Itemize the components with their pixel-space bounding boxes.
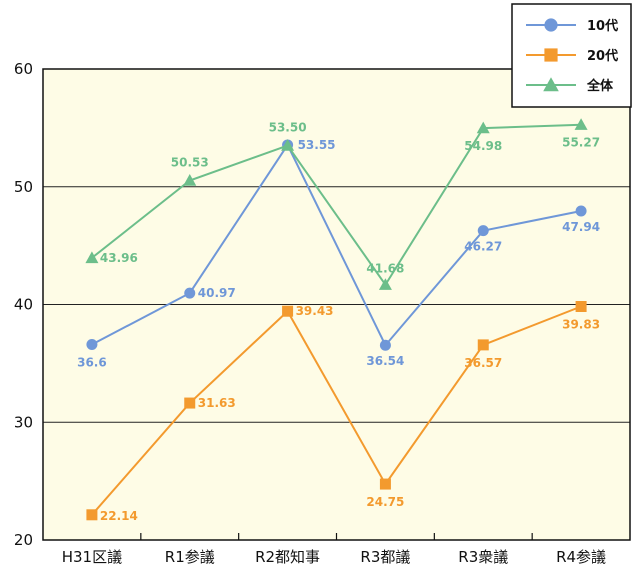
series-1-point: [184, 287, 196, 299]
x-tick-label: R2都知事: [255, 548, 320, 566]
series-2-point: [575, 301, 587, 313]
legend-label: 20代: [587, 48, 618, 64]
series-3-data-label: 41.68: [366, 262, 404, 276]
y-tick-label: 30: [14, 413, 33, 431]
series-1-point: [477, 225, 489, 237]
series-2-data-label: 39.43: [296, 304, 334, 318]
legend-label: 10代: [587, 18, 618, 34]
series-2-line: [91, 305, 582, 516]
series-3-data-label: 43.96: [100, 251, 138, 265]
series-1-point: [379, 339, 391, 351]
series-1-point: [86, 339, 98, 351]
series-2-point: [477, 339, 489, 351]
series-3-point: [281, 139, 295, 151]
x-tick-label: R3衆議: [458, 548, 508, 566]
legend-swatch-marker: [544, 18, 558, 32]
series-1-point: [575, 205, 587, 217]
series-1-line: [91, 142, 582, 348]
y-tick-label: 20: [14, 531, 33, 549]
series-1-data-label: 36.54: [366, 354, 404, 368]
series-3-point: [85, 251, 99, 264]
series-1-data-label: 36.6: [77, 356, 107, 370]
series-3-data-label: 50.53: [171, 156, 209, 170]
series-2-point: [86, 509, 98, 521]
x-tick-label: R4参議: [556, 548, 606, 566]
series-2-point: [282, 305, 294, 317]
series-2-point: [184, 397, 196, 409]
series-1-data-label: 46.27: [464, 240, 502, 254]
legend-label: 全体: [586, 78, 614, 94]
series-1-data-label: 47.94: [562, 220, 600, 234]
series-3-data-label: 53.50: [269, 121, 307, 135]
series-3-point: [183, 174, 197, 186]
series-1-data-label: 40.97: [198, 286, 236, 300]
legend-swatch-marker: [543, 77, 559, 92]
legend-swatch-marker: [544, 48, 558, 62]
series-1-data-label: 53.55: [298, 138, 336, 152]
gridlines: [43, 186, 630, 423]
series-3-point: [574, 118, 588, 130]
y-tick-label: 50: [14, 178, 33, 196]
series-3-point: [378, 278, 392, 290]
series-2-data-label: 39.83: [562, 318, 600, 332]
series-3-point: [476, 121, 490, 134]
x-tick-label: R1参議: [165, 548, 215, 566]
series-2-data-label: 31.63: [198, 396, 236, 410]
y-tick-label: 40: [14, 296, 33, 314]
series-2-data-label: 36.57: [464, 356, 502, 370]
x-tick-label: R3都議: [360, 548, 410, 566]
series-2-point: [379, 478, 391, 490]
x-tick-label: H31区議: [62, 548, 122, 566]
series-2-data-label: 22.14: [100, 509, 138, 523]
series-3-line: [91, 123, 582, 287]
series-2-data-label: 24.75: [366, 495, 404, 509]
y-tick-label: 60: [14, 60, 33, 78]
series-3-data-label: 54.98: [464, 139, 502, 153]
series-3-data-label: 55.27: [562, 136, 600, 150]
